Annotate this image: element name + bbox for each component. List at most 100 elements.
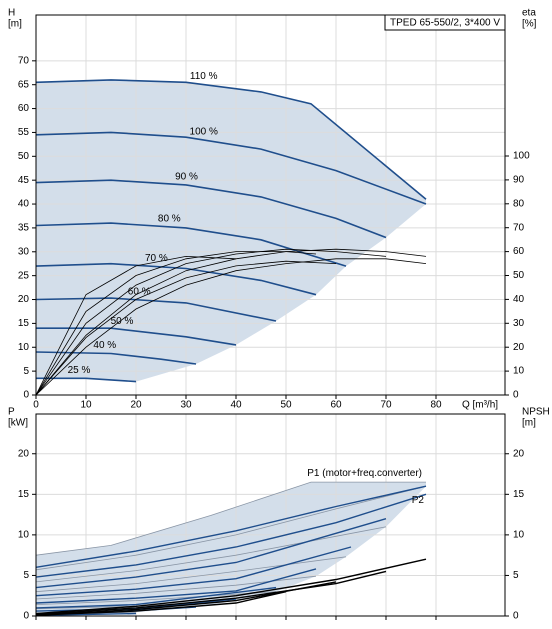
- p2-curve: [35, 586, 277, 609]
- y-tick-label: 5: [23, 366, 29, 377]
- curve-label: 90 %: [175, 172, 198, 183]
- curve-label: 110 %: [190, 71, 218, 82]
- y-tick-label: 40: [18, 199, 30, 210]
- p2-curve: [35, 546, 352, 597]
- y-axis-label: P: [8, 407, 15, 418]
- x-tick-label: 40: [230, 400, 242, 411]
- x-tick-label: 20: [130, 400, 142, 411]
- y2-tick-label: 50: [513, 270, 525, 281]
- pump-curve: [35, 79, 427, 200]
- y2-tick-label: 100: [513, 151, 530, 162]
- pump-curve: [35, 351, 197, 365]
- y2-tick-label: 10: [513, 530, 525, 541]
- curve-label: 25 %: [68, 365, 91, 376]
- y-tick-label: 30: [18, 246, 30, 257]
- pump-curve: [36, 327, 237, 346]
- y-tick-label: 15: [18, 489, 30, 500]
- curve-label: 50 %: [111, 316, 134, 327]
- npsh-curve: [35, 558, 427, 615]
- pump-curve: [35, 222, 347, 267]
- y2-tick-label: 0: [513, 390, 519, 401]
- npsh-curve: [35, 581, 337, 616]
- npsh-curve: [35, 570, 387, 616]
- y-tick-label: 0: [23, 611, 29, 622]
- x-tick-label: 60: [330, 400, 342, 411]
- y-tick-label: 20: [18, 294, 30, 305]
- pump-curve: [35, 297, 277, 322]
- curve-label: 40 %: [93, 340, 116, 351]
- curve-label: 70 %: [145, 253, 168, 264]
- y-axis-label: [m]: [8, 19, 22, 30]
- y2-axis-label: eta: [522, 8, 536, 19]
- efficiency-curve: [35, 251, 317, 396]
- y2-tick-label: 15: [513, 489, 525, 500]
- p2-curve: [35, 568, 317, 604]
- curve-label: 60 %: [128, 287, 151, 298]
- y2-tick-label: 20: [513, 448, 525, 459]
- curve-label: 100 %: [190, 127, 218, 138]
- y-tick-label: 10: [18, 530, 30, 541]
- y2-tick-label: 70: [513, 222, 525, 233]
- y-tick-label: 20: [18, 448, 30, 459]
- y2-axis-label: NPSH: [522, 407, 550, 418]
- p1-label: P1 (motor+freq.converter): [307, 468, 422, 479]
- y2-tick-label: 20: [513, 342, 525, 353]
- y-tick-label: 55: [18, 127, 30, 138]
- x-tick-label: 70: [380, 400, 392, 411]
- plot-frame: [35, 14, 506, 396]
- p1-curve: [35, 591, 277, 605]
- x-axis-label: Q [m³/h]: [462, 400, 498, 411]
- y2-tick-label: 5: [513, 570, 519, 581]
- y2-tick-label: 40: [513, 294, 525, 305]
- y-tick-label: 25: [18, 270, 30, 281]
- pump-curve: [35, 179, 387, 239]
- p2-curve: [35, 485, 427, 568]
- y2-axis-label: [%]: [522, 19, 537, 30]
- p1-curve: [35, 575, 317, 600]
- p1-curve: [35, 485, 427, 571]
- operating-range: [36, 79, 426, 396]
- operating-range: [36, 482, 426, 616]
- y-axis-label: H: [8, 8, 15, 19]
- pump-curve: [36, 377, 137, 383]
- npsh-curve: [35, 591, 287, 616]
- y2-tick-label: 90: [513, 175, 525, 186]
- y-tick-label: 50: [18, 151, 30, 162]
- efficiency-curve: [35, 248, 387, 396]
- y-tick-label: 45: [18, 175, 30, 186]
- y-tick-label: 35: [18, 223, 30, 234]
- x-tick-label: 10: [80, 400, 92, 411]
- y2-tick-label: 0: [513, 611, 519, 622]
- p1-curve: [35, 481, 426, 556]
- y-tick-label: 10: [18, 342, 30, 353]
- title-box: [384, 14, 506, 31]
- y-axis-label: [kW]: [8, 418, 28, 429]
- efficiency-curve: [35, 258, 427, 396]
- p2-label: P2: [412, 495, 425, 506]
- chart-title: TPED 65-550/2, 3*400 V: [390, 18, 500, 29]
- p2-curve: [35, 518, 387, 589]
- y2-tick-label: 60: [513, 246, 525, 257]
- p2-curve: [35, 493, 427, 578]
- y-tick-label: 15: [18, 318, 30, 329]
- y2-tick-label: 10: [513, 366, 525, 377]
- x-tick-label: 50: [280, 400, 292, 411]
- y2-tick-label: 80: [513, 198, 525, 209]
- y-tick-label: 65: [18, 79, 30, 90]
- y2-axis-label: [m]: [522, 418, 536, 429]
- plot-frame: [35, 413, 506, 617]
- y-tick-label: 70: [18, 55, 30, 66]
- efficiency-curve: [35, 260, 337, 396]
- pump-curve: [35, 262, 317, 296]
- x-tick-label: 0: [33, 400, 39, 411]
- y2-tick-label: 30: [513, 318, 525, 329]
- efficiency-curve: [35, 255, 237, 396]
- pump-curve: [35, 131, 427, 205]
- y-tick-label: 0: [23, 390, 29, 401]
- curve-label: 80 %: [158, 213, 181, 224]
- y-tick-label: 60: [18, 103, 30, 114]
- x-tick-label: 80: [430, 400, 442, 411]
- p2-curve: [35, 598, 237, 612]
- x-tick-label: 30: [180, 400, 192, 411]
